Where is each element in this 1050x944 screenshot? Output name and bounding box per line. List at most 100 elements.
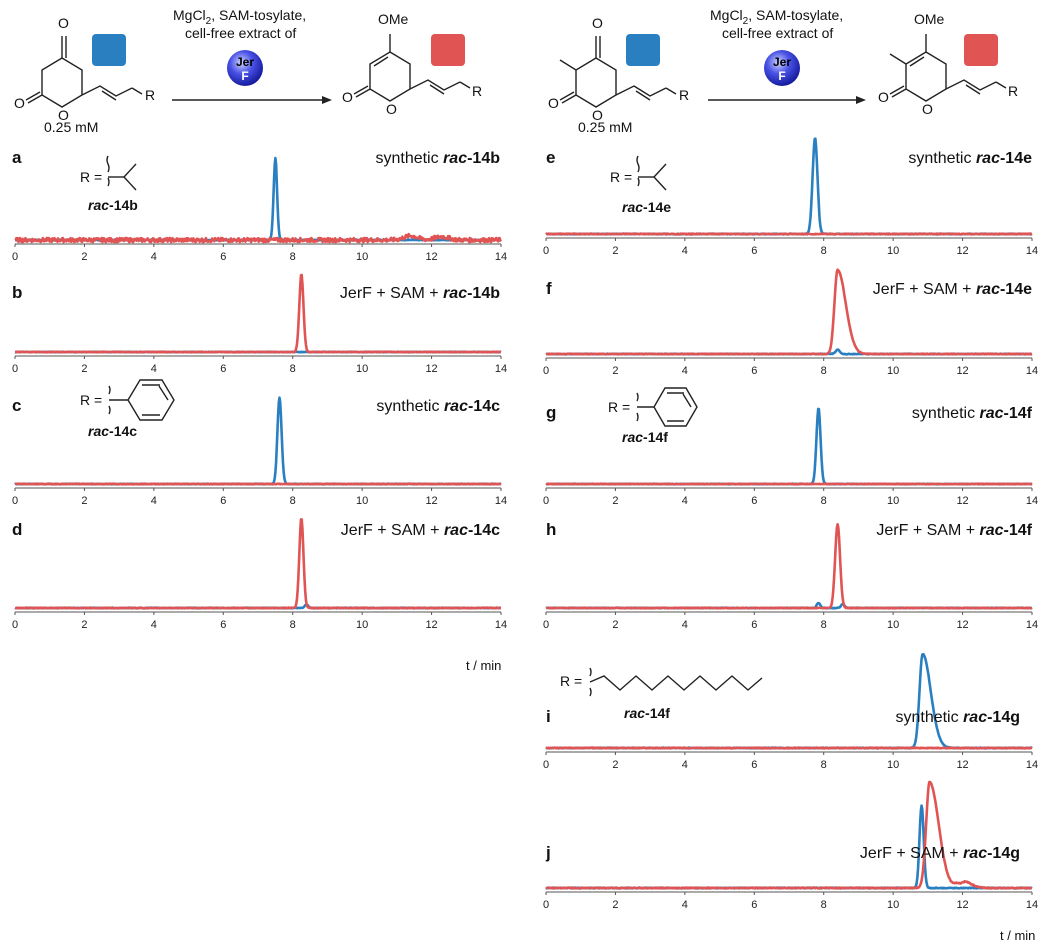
x-tick-label-g: 0	[543, 495, 549, 507]
series-red-f	[545, 268, 1033, 356]
x-tick-label-b: 10	[356, 363, 368, 375]
blue-marker-square	[92, 34, 126, 66]
x-tick-label-d: 4	[151, 619, 157, 631]
chromatogram-h: 0 2 4 6 8 10 12 14 h JerF + SAM + rac-14f	[543, 520, 1038, 631]
panel-title-h: JerF + SAM + rac-14f	[876, 522, 1032, 539]
svg-text:R =: R =	[560, 673, 582, 689]
series-red-i	[545, 746, 1033, 750]
x-tick-label-d: 0	[12, 619, 18, 631]
svg-text:O: O	[878, 89, 889, 105]
x-tick-label-g: 2	[612, 495, 618, 507]
svg-text:O: O	[592, 107, 603, 123]
x-tick-label-f: 4	[682, 365, 688, 377]
x-tick-label-b: 6	[220, 363, 226, 375]
x-tick-label-h: 8	[821, 619, 827, 631]
x-tick-label-c: 2	[81, 495, 87, 507]
x-tick-label-i: 12	[956, 759, 968, 771]
x-tick-label-g: 12	[956, 495, 968, 507]
x-tick-label-j: 4	[682, 899, 688, 911]
x-tick-label-f: 0	[543, 365, 549, 377]
product-left: OMe O O R	[342, 11, 482, 117]
panel-label-h: h	[546, 520, 556, 539]
chromatogram-f: 0 2 4 6 8 10 12 14 f JerF + SAM + rac-14e	[543, 268, 1038, 377]
x-axis-label-right: t / min	[1000, 928, 1035, 943]
x-tick-label-c: 10	[356, 495, 368, 507]
svg-text:Jer: Jer	[236, 55, 254, 69]
x-tick-label-j: 10	[887, 899, 899, 911]
x-tick-label-e: 14	[1026, 245, 1038, 257]
svg-text:O: O	[386, 101, 397, 117]
x-tick-label-a: 0	[12, 251, 18, 263]
x-tick-label-a: 8	[290, 251, 296, 263]
x-tick-label-d: 10	[356, 619, 368, 631]
x-tick-label-g: 4	[682, 495, 688, 507]
x-tick-label-j: 0	[543, 899, 549, 911]
svg-text:R: R	[1008, 83, 1018, 99]
panel-label-g: g	[546, 403, 556, 422]
x-tick-label-e: 4	[682, 245, 688, 257]
x-tick-label-b: 2	[81, 363, 87, 375]
series-red-g	[545, 482, 1033, 486]
chromatogram-b: 0 2 4 6 8 10 12 14 b JerF + SAM + rac-14b	[12, 273, 507, 375]
x-tick-label-i: 0	[543, 759, 549, 771]
x-tick-label-f: 10	[887, 365, 899, 377]
concentration-label: 0.25 mM	[44, 119, 98, 135]
x-tick-label-i: 10	[887, 759, 899, 771]
x-tick-label-j: 8	[821, 899, 827, 911]
svg-text:R =: R =	[80, 169, 102, 185]
svg-text:F: F	[778, 69, 785, 83]
red-marker-square	[964, 34, 998, 66]
x-tick-label-d: 12	[425, 619, 437, 631]
x-tick-label-b: 4	[151, 363, 157, 375]
panel-label-d: d	[12, 520, 22, 539]
svg-text:O: O	[548, 95, 559, 111]
r-group-structure-e: R = rac-14e	[610, 155, 671, 215]
x-tick-label-h: 0	[543, 619, 549, 631]
chromatogram-j: 0 2 4 6 8 10 12 14 j JerF + SAM + rac-14g	[543, 780, 1038, 911]
svg-text:rac-14e: rac-14e	[622, 199, 671, 215]
x-tick-label-c: 6	[220, 495, 226, 507]
x-tick-label-j: 2	[612, 899, 618, 911]
x-tick-label-g: 8	[821, 495, 827, 507]
series-red-h	[545, 523, 1033, 610]
x-tick-label-e: 8	[821, 245, 827, 257]
series-red-b	[14, 273, 502, 354]
x-tick-label-e: 6	[751, 245, 757, 257]
x-tick-label-d: 8	[290, 619, 296, 631]
panel-title-d: JerF + SAM + rac-14c	[341, 522, 500, 539]
x-tick-label-e: 2	[612, 245, 618, 257]
x-tick-label-e: 10	[887, 245, 899, 257]
panel-title-g: synthetic rac-14f	[912, 405, 1033, 422]
panel-title-b: JerF + SAM + rac-14b	[340, 285, 500, 302]
r-group-structure-c: R = rac-14c	[80, 379, 175, 439]
r-group-structure-i: R = rac-14f	[560, 667, 763, 721]
svg-text:R: R	[472, 83, 482, 99]
x-tick-label-c: 12	[425, 495, 437, 507]
panel-label-e: e	[546, 148, 555, 167]
x-tick-label-h: 14	[1026, 619, 1038, 631]
panel-label-c: c	[12, 396, 21, 415]
x-tick-label-c: 8	[290, 495, 296, 507]
chromatogram-g: 0 2 4 6 8 10 12 14 g synthetic rac-14f	[543, 403, 1038, 507]
enzyme-ball-icon: Jer F	[764, 50, 800, 86]
svg-text:R =: R =	[608, 399, 630, 415]
series-red-j	[545, 780, 1033, 890]
x-tick-label-a: 2	[81, 251, 87, 263]
panel-label-a: a	[12, 148, 22, 167]
panel-title-f: JerF + SAM + rac-14e	[873, 281, 1032, 298]
x-tick-label-f: 2	[612, 365, 618, 377]
x-tick-label-a: 14	[495, 251, 507, 263]
reagents-line2: cell-free extract of	[722, 25, 833, 41]
r-group-label: R	[145, 87, 155, 103]
x-tick-label-h: 6	[751, 619, 757, 631]
r-group-structure-g: R = rac-14f	[608, 387, 698, 445]
x-tick-label-j: 14	[1026, 899, 1038, 911]
panel-label-f: f	[546, 279, 552, 298]
chromatogram-i: 0 2 4 6 8 10 12 14 i synthetic rac-14g	[543, 652, 1038, 771]
ome-label: OMe	[378, 11, 409, 27]
svg-text:rac-14b: rac-14b	[88, 197, 138, 213]
svg-text:F: F	[241, 69, 248, 83]
reaction-scheme-left: O O O R 0.25 mM MgCl2, SAM-tosylate, cel…	[14, 7, 482, 135]
x-axis-label-left: t / min	[466, 658, 501, 673]
panel-title-c: synthetic rac-14c	[376, 398, 500, 415]
